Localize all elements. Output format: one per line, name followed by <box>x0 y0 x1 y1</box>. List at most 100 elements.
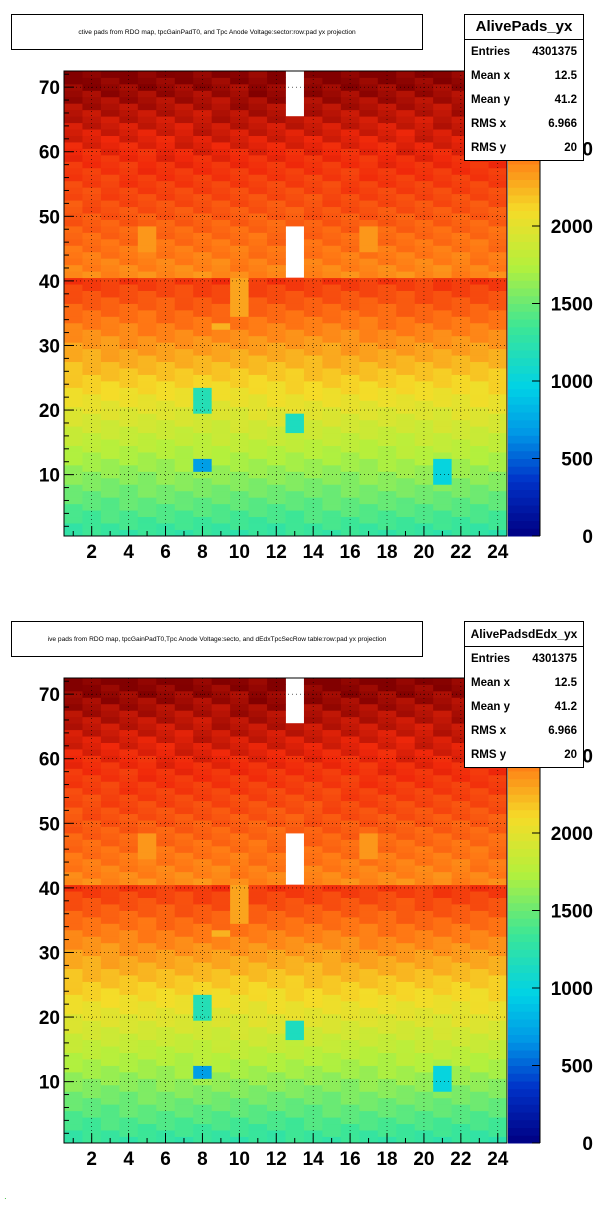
heatmap-cell <box>451 1078 471 1086</box>
heatmap-cell <box>137 303 157 311</box>
heatmap-cell <box>82 439 102 446</box>
heatmap-cell <box>64 329 83 337</box>
heatmap-cell <box>433 787 453 795</box>
heatmap-cell <box>156 794 176 802</box>
heatmap-cell <box>470 374 489 382</box>
heatmap-cell <box>64 96 83 104</box>
heatmap-cell <box>433 1007 453 1015</box>
heatmap-cell <box>174 187 194 195</box>
heatmap-cell <box>285 490 305 498</box>
heatmap-cell <box>211 865 231 873</box>
heatmap-cell <box>359 1091 379 1099</box>
heatmap-cell <box>396 1123 416 1131</box>
heatmap-cell <box>211 406 231 414</box>
heatmap-cell <box>322 523 342 530</box>
heatmap-cell <box>119 464 139 472</box>
heatmap-cell <box>322 109 342 117</box>
heatmap-cell <box>248 122 268 130</box>
heatmap-cell <box>322 342 342 350</box>
heatmap-cell <box>451 1097 471 1105</box>
heatmap-cell <box>322 852 342 860</box>
heatmap-cell <box>359 1071 379 1079</box>
heatmap-cell <box>230 800 249 808</box>
heatmap-cell <box>267 678 286 685</box>
heatmap-cell <box>303 342 323 350</box>
heatmap-cell <box>267 497 286 505</box>
heatmap-cell <box>82 355 102 363</box>
heatmap-cell <box>100 710 120 718</box>
heatmap-cell <box>211 1065 231 1073</box>
x-tick-label: 10 <box>229 1149 250 1170</box>
heatmap-cell <box>100 309 120 317</box>
heatmap-cell <box>248 477 268 485</box>
heatmap-cell <box>303 432 323 440</box>
heatmap-cell <box>488 413 508 421</box>
heatmap-cell <box>359 348 379 356</box>
heatmap-cell <box>100 329 120 337</box>
heatmap-cell <box>193 1013 213 1021</box>
heatmap-cell <box>82 348 102 356</box>
heatmap-cell <box>174 439 194 446</box>
heatmap-cell <box>451 77 471 85</box>
heatmap-cell <box>414 813 434 821</box>
heatmap-cell <box>211 839 231 847</box>
heatmap-cell <box>248 690 268 698</box>
stats-rms-y-label: RMS y <box>471 142 507 154</box>
heatmap-cell <box>230 916 249 924</box>
heatmap-cell <box>322 742 342 750</box>
y-tick-label: 30 <box>39 336 60 357</box>
heatmap-cell <box>285 148 305 156</box>
heatmap-cell <box>211 910 231 918</box>
heatmap-cell <box>377 471 397 479</box>
heatmap-cell <box>322 129 342 136</box>
heatmap-cell <box>433 878 453 886</box>
heatmap-cell <box>451 768 471 776</box>
plot-frame <box>63 677 508 1144</box>
stats-rms-x-label: RMS x <box>471 118 507 130</box>
heatmap-cell <box>100 277 120 285</box>
heatmap-cell <box>322 400 342 408</box>
heatmap-cell <box>174 1007 194 1015</box>
heatmap-cell <box>248 1020 268 1028</box>
heatmap-cell <box>285 910 305 918</box>
heatmap-cell <box>340 322 360 330</box>
heatmap-cell <box>248 710 268 718</box>
heatmap-cell <box>433 833 453 840</box>
stats-mean-y-label: Mean y <box>471 701 510 713</box>
x-tick-label: 24 <box>487 1149 509 1170</box>
color-bar-step <box>508 957 540 966</box>
heatmap-cell <box>100 1065 120 1073</box>
heatmap-cell <box>174 955 194 963</box>
heatmap-cell <box>64 503 83 511</box>
heatmap-cell <box>285 807 305 815</box>
heatmap-cell <box>396 697 416 705</box>
heatmap-cell <box>377 122 397 130</box>
heatmap-cell <box>211 484 231 492</box>
heatmap-cell <box>470 322 489 330</box>
heatmap-cell <box>433 387 453 395</box>
heatmap-cell <box>174 103 194 111</box>
heatmap-cell <box>174 813 194 821</box>
heatmap-cell <box>267 154 286 162</box>
heatmap-cell <box>100 723 120 731</box>
heatmap-cell <box>193 703 213 711</box>
heatmap-cell <box>488 845 508 853</box>
heatmap-cell <box>211 794 231 802</box>
heatmap-cell <box>433 1117 453 1125</box>
heatmap-cell <box>322 826 342 834</box>
heatmap-cell <box>340 794 360 802</box>
heatmap-cell <box>82 374 102 382</box>
heatmap-cell <box>396 400 416 408</box>
heatmap-cell <box>322 878 342 886</box>
heatmap-cell <box>340 71 360 78</box>
heatmap-cell <box>82 1000 102 1008</box>
heatmap-cell <box>451 193 471 201</box>
heatmap-cell <box>137 858 157 866</box>
color-bar-step <box>508 241 540 250</box>
y-tick-label: 50 <box>39 207 60 228</box>
heatmap-cell <box>470 794 489 802</box>
heatmap-cell <box>322 258 342 266</box>
heatmap-cell <box>359 1046 379 1053</box>
heatmap-cell <box>377 897 397 905</box>
heatmap-cell <box>414 90 434 98</box>
